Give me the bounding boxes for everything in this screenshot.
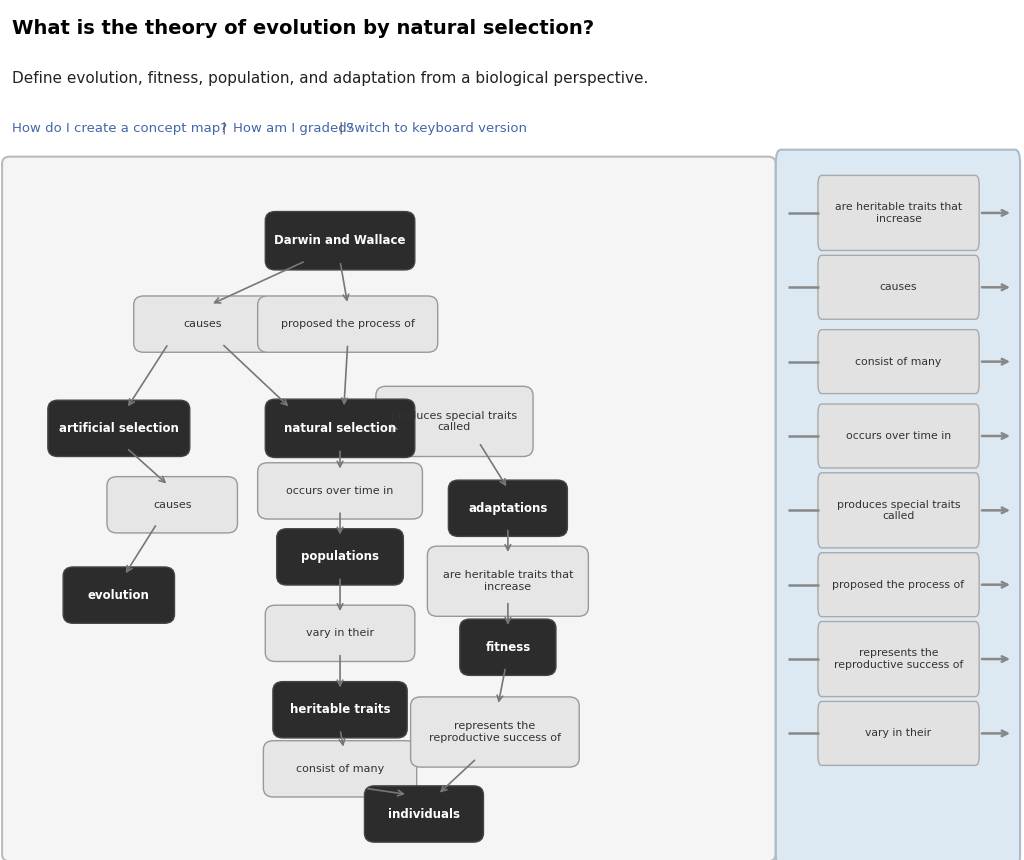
FancyBboxPatch shape [818, 553, 979, 617]
Text: proposed the process of: proposed the process of [833, 580, 965, 590]
Text: What is the theory of evolution by natural selection?: What is the theory of evolution by natur… [12, 19, 594, 38]
FancyBboxPatch shape [818, 473, 979, 548]
Text: occurs over time in: occurs over time in [287, 486, 394, 496]
FancyBboxPatch shape [263, 740, 417, 797]
FancyBboxPatch shape [2, 157, 775, 860]
Text: causes: causes [153, 500, 191, 510]
FancyBboxPatch shape [106, 476, 238, 533]
Text: artificial selection: artificial selection [58, 422, 179, 435]
FancyBboxPatch shape [265, 212, 415, 270]
Text: are heritable traits that
increase: are heritable traits that increase [442, 570, 573, 592]
Text: represents the
reproductive success of: represents the reproductive success of [834, 648, 964, 670]
Text: adaptations: adaptations [468, 501, 548, 515]
FancyBboxPatch shape [258, 463, 423, 519]
Text: natural selection: natural selection [284, 422, 396, 435]
Text: are heritable traits that
increase: are heritable traits that increase [835, 202, 963, 224]
FancyBboxPatch shape [48, 400, 189, 457]
Text: causes: causes [880, 282, 918, 292]
FancyBboxPatch shape [818, 622, 979, 697]
Text: evolution: evolution [88, 588, 150, 602]
FancyBboxPatch shape [818, 702, 979, 765]
Text: Darwin and Wallace: Darwin and Wallace [274, 234, 406, 247]
Text: fitness: fitness [485, 641, 530, 654]
Text: heritable traits: heritable traits [290, 703, 390, 716]
Text: occurs over time in: occurs over time in [846, 431, 951, 441]
Text: consist of many: consist of many [296, 764, 384, 774]
Text: represents the
reproductive success of: represents the reproductive success of [429, 722, 561, 743]
FancyBboxPatch shape [276, 529, 403, 585]
Text: causes: causes [183, 319, 222, 329]
FancyBboxPatch shape [460, 619, 556, 675]
FancyBboxPatch shape [818, 175, 979, 250]
FancyBboxPatch shape [265, 399, 415, 458]
FancyBboxPatch shape [449, 480, 567, 537]
Text: vary in their: vary in their [306, 629, 374, 638]
Text: populations: populations [301, 550, 379, 563]
Text: vary in their: vary in their [865, 728, 932, 739]
FancyBboxPatch shape [411, 697, 580, 767]
FancyBboxPatch shape [273, 682, 408, 738]
Text: How am I graded?: How am I graded? [233, 121, 354, 135]
Text: individuals: individuals [388, 808, 460, 820]
Text: Switch to keyboard version: Switch to keyboard version [346, 121, 527, 135]
FancyBboxPatch shape [265, 605, 415, 661]
FancyBboxPatch shape [63, 567, 174, 624]
Text: |: | [221, 121, 225, 135]
FancyBboxPatch shape [818, 404, 979, 468]
FancyBboxPatch shape [776, 150, 1020, 860]
FancyBboxPatch shape [818, 329, 979, 394]
FancyBboxPatch shape [376, 386, 534, 457]
Text: consist of many: consist of many [855, 357, 942, 366]
FancyBboxPatch shape [134, 296, 271, 353]
Text: produces special traits
called: produces special traits called [391, 410, 517, 433]
Text: How do I create a concept map?: How do I create a concept map? [12, 121, 227, 135]
FancyBboxPatch shape [427, 546, 589, 617]
FancyBboxPatch shape [818, 255, 979, 319]
Text: proposed the process of: proposed the process of [281, 319, 415, 329]
FancyBboxPatch shape [365, 786, 483, 842]
Text: Define evolution, fitness, population, and adaptation from a biological perspect: Define evolution, fitness, population, a… [12, 71, 648, 86]
Text: produces special traits
called: produces special traits called [837, 500, 961, 521]
Text: |: | [338, 121, 342, 135]
FancyBboxPatch shape [258, 296, 437, 353]
